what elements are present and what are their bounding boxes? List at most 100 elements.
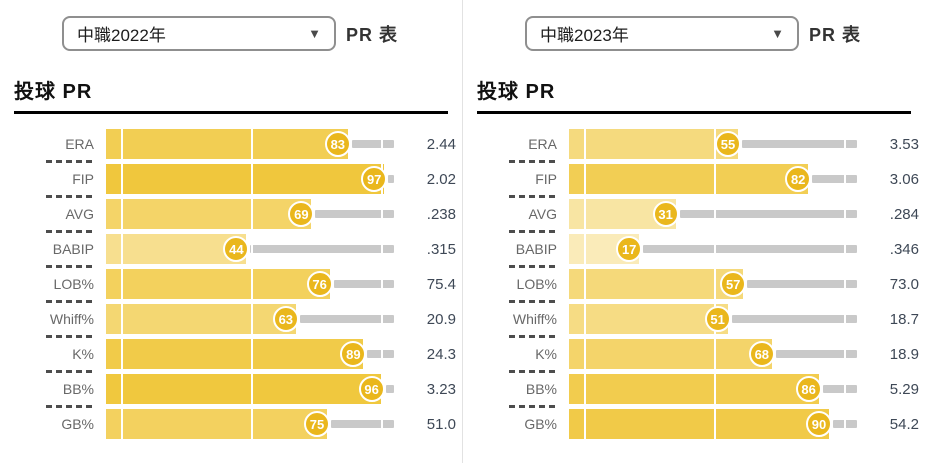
panel-header: 中職2022年 ▼ PR 表 — [62, 16, 462, 51]
stat-value: 51.0 — [426, 415, 456, 433]
metric-label: ERA — [65, 136, 94, 152]
gridline — [251, 409, 253, 439]
pr-bar — [106, 269, 330, 299]
pr-badge: 51 — [704, 306, 731, 332]
remainder-track — [679, 210, 857, 218]
bar-track: 83 — [106, 129, 396, 159]
row-separator — [509, 300, 559, 303]
pr-badge-value: 17 — [621, 241, 637, 257]
panel-2023: 中職2023年 ▼ PR 表 投球 PR ERA 55 3.53 FIP 82 3.06 A… — [463, 0, 925, 463]
metric-label: BB% — [62, 381, 94, 397]
pr-badge: 55 — [715, 131, 741, 157]
season-dropdown[interactable]: 中職2022年 ▼ — [62, 16, 336, 51]
gridline — [121, 269, 123, 299]
gridline — [584, 304, 586, 334]
gridline — [714, 339, 716, 369]
remainder-track — [385, 385, 394, 393]
chart-row: K% 68 18.9 — [465, 335, 925, 369]
pr-badge-value: 68 — [754, 346, 770, 362]
pr-badge-value: 75 — [309, 416, 325, 432]
pr-badge: 96 — [358, 376, 385, 402]
bar-track: 69 — [106, 199, 396, 229]
gridline — [121, 339, 123, 369]
pr-bar — [106, 129, 348, 159]
pr-badge: 86 — [795, 376, 822, 402]
pr-badge-value: 51 — [710, 311, 725, 327]
remainder-track — [742, 140, 857, 148]
season-dropdown[interactable]: 中職2023年 ▼ — [525, 16, 799, 51]
section-title: 投球 PR — [14, 81, 93, 103]
pr-bar — [106, 374, 382, 404]
remainder-track — [822, 385, 857, 393]
gridline — [714, 234, 716, 264]
stat-value: 18.7 — [889, 310, 919, 328]
gridline — [584, 234, 586, 264]
remainder-track — [643, 245, 857, 253]
pr-bar — [106, 339, 364, 369]
stat-value: 73.0 — [889, 275, 919, 293]
gridline — [714, 164, 716, 194]
stat-value: 18.9 — [889, 345, 919, 363]
chart-row: ERA 55 3.53 — [465, 129, 925, 159]
bar-track: 86 — [569, 374, 859, 404]
gridline — [844, 339, 846, 369]
gridline — [584, 374, 586, 404]
gridline — [381, 304, 383, 334]
pr-badge-value: 83 — [330, 136, 346, 152]
gridline — [844, 129, 846, 159]
gridline — [251, 269, 253, 299]
gridline — [121, 409, 123, 439]
pr-badge-value: 76 — [312, 276, 327, 292]
pr-bar — [106, 164, 385, 194]
metric-label: ERA — [528, 136, 557, 152]
row-separator — [46, 405, 96, 408]
pr-badge-value: 82 — [790, 171, 806, 187]
bar-track: 31 — [569, 199, 859, 229]
gridline — [121, 129, 123, 159]
row-separator — [509, 265, 559, 268]
gridline — [584, 409, 586, 439]
remainder-track — [333, 280, 394, 288]
metric-label: AVG — [528, 206, 557, 222]
chart-row: ERA 83 2.44 — [2, 129, 462, 159]
pr-badge: 57 — [720, 271, 747, 297]
pr-badge-value: 96 — [364, 381, 379, 397]
gridline — [584, 199, 586, 229]
chart-row: Whiff% 51 18.7 — [465, 300, 925, 334]
chart-row: FIP 97 2.02 — [2, 160, 462, 194]
bar-track: 96 — [106, 374, 396, 404]
row-separator — [509, 335, 559, 338]
chart-row: LOB% 76 75.4 — [2, 265, 462, 299]
pr-badge: 83 — [324, 131, 351, 157]
pr-badge: 31 — [652, 201, 679, 227]
row-separator — [46, 335, 96, 338]
gridline — [844, 304, 846, 334]
remainder-track — [731, 315, 857, 323]
gridline — [584, 339, 586, 369]
metric-label: BABIP — [52, 241, 94, 257]
bar-track: 51 — [569, 304, 859, 334]
pr-badge-value: 31 — [658, 206, 673, 222]
bar-chart: ERA 55 3.53 FIP 82 3.06 AVG 31 .284 BABIP 17 .346 LO… — [463, 129, 925, 439]
stat-value: 2.44 — [426, 135, 456, 153]
pr-badge-value: 63 — [278, 311, 294, 327]
bar-track: 17 — [569, 234, 859, 264]
pr-badge-value: 89 — [346, 346, 361, 362]
season-dropdown-value: 中職2023年 — [540, 26, 629, 45]
gridline — [121, 304, 123, 334]
section-title-underline: 投球 PR — [14, 75, 448, 114]
gridline — [251, 234, 253, 264]
stat-value: 3.53 — [889, 135, 919, 153]
remainder-track — [315, 210, 394, 218]
section-title: 投球 PR — [477, 81, 556, 103]
metric-label: AVG — [65, 206, 94, 222]
section-title-underline: 投球 PR — [477, 75, 911, 114]
row-separator — [46, 300, 96, 303]
bar-track: 82 — [569, 164, 859, 194]
chevron-down-icon: ▼ — [771, 26, 784, 41]
metric-label: Whiff% — [512, 311, 557, 327]
gridline — [381, 269, 383, 299]
metric-label: Whiff% — [49, 311, 94, 327]
chart-row: BB% 86 5.29 — [465, 370, 925, 404]
